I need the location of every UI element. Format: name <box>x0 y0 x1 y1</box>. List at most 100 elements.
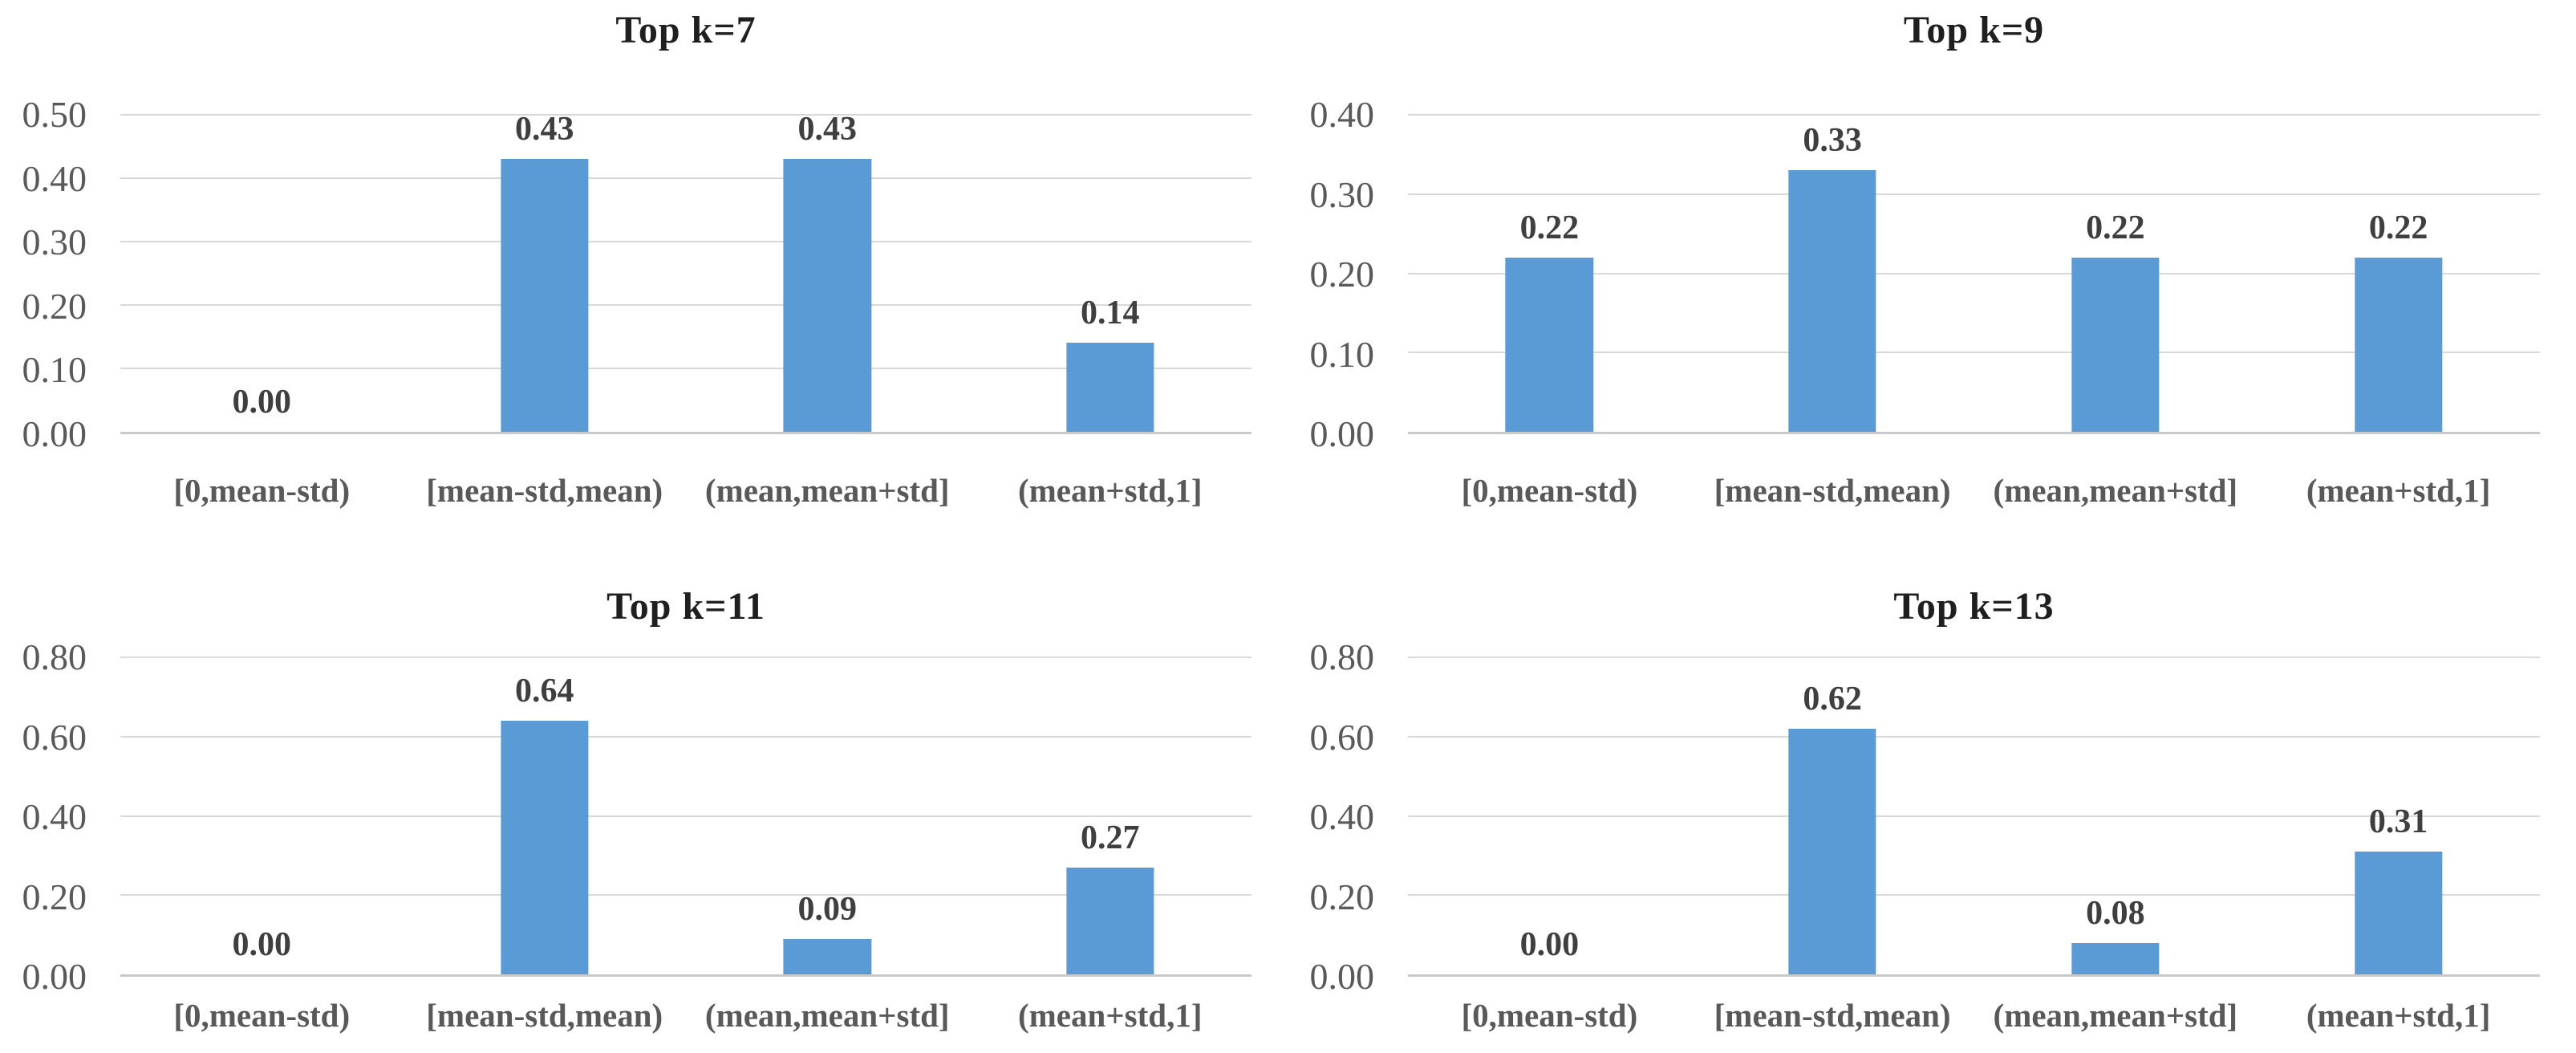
chart-body: 0.00 0.20 0.40 0.60 0.80 0.00 0.64 0.09 0.27 [0,m… <box>0 639 1288 1053</box>
plot-area: 0.00 0.43 0.43 0.14 <box>120 112 1252 434</box>
bar-value-label: 0.43 <box>515 111 574 148</box>
bar-slot: 0.43 <box>686 112 969 432</box>
bar-slot: 0.14 <box>969 115 1252 432</box>
category-label: (mean,mean+std] <box>704 997 950 1034</box>
category-label: [0,mean-std) <box>173 997 351 1034</box>
y-tick-label: 0.30 <box>1309 173 1375 215</box>
bar-chart-top-k-11: Top k=11 0.00 0.20 0.40 0.60 0.80 0.00 0.64 0.09… <box>0 526 1288 1053</box>
chart-title: Top k=9 <box>1903 9 2045 51</box>
bar-slot: 0.00 <box>120 115 404 432</box>
y-tick-label: 0.80 <box>22 636 87 677</box>
y-tick-label: 0.20 <box>22 876 87 917</box>
category-label: (mean+std,1] <box>2306 997 2491 1034</box>
plot-column: 0.00 0.64 0.09 0.27 [0,mean-std) [mean-std,me… <box>120 657 1288 1053</box>
bar-slot: 0.62 <box>1691 657 1974 974</box>
bar <box>501 159 589 432</box>
bar-value-label: 0.00 <box>232 384 292 421</box>
y-tick-label: 0.40 <box>22 796 87 837</box>
chart-title-area: Top k=9 <box>1288 0 2576 115</box>
bar-slot: 0.08 <box>1974 657 2258 974</box>
category-label: [0,mean-std) <box>1461 997 1638 1034</box>
x-axis: [0,mean-std) [mean-std,mean) (mean,mean+st… <box>1408 977 2540 1034</box>
chart-title-area: Top k=11 <box>0 526 1288 657</box>
bar-slot: 0.22 <box>2257 115 2540 432</box>
y-tick-label: 0.40 <box>1309 796 1375 837</box>
y-tick-label: 0.60 <box>1309 716 1375 758</box>
y-axis: 0.00 0.10 0.20 0.30 0.40 0.50 <box>0 96 120 453</box>
y-axis: 0.00 0.20 0.40 0.60 0.80 <box>0 639 120 995</box>
bar <box>1066 343 1154 432</box>
category-label: [mean-std,mean) <box>1714 472 1951 509</box>
bar <box>2071 257 2160 432</box>
bar-chart-top-k-9: Top k=9 0.00 0.10 0.20 0.30 0.40 0.22 0.33 0.22 0… <box>1288 0 2576 526</box>
bar-value-label: 0.22 <box>2368 209 2428 246</box>
chart-body: 0.00 0.10 0.20 0.30 0.40 0.50 0.00 0.43 0.43 0.14… <box>0 96 1288 526</box>
bar-value-label: 0.22 <box>2086 209 2145 246</box>
y-tick-label: 0.20 <box>1309 254 1375 295</box>
bar-value-label: 0.64 <box>515 673 574 709</box>
bar-value-label: 0.00 <box>232 926 292 963</box>
y-tick-label: 0.00 <box>22 413 87 454</box>
bar-slot: 0.31 <box>2257 657 2540 974</box>
plot-area: 0.00 0.62 0.08 0.31 <box>1408 657 2540 977</box>
bar-chart-top-k-13: Top k=13 0.00 0.20 0.40 0.60 0.80 0.00 0.62 0.08… <box>1288 526 2576 1053</box>
y-axis: 0.00 0.20 0.40 0.60 0.80 <box>1288 639 1408 995</box>
chart-title: Top k=13 <box>1893 585 2055 628</box>
bar-value-label: 0.00 <box>1519 926 1580 963</box>
bar-slot: 0.27 <box>969 657 1252 974</box>
plot-column: 0.00 0.43 0.43 0.14 [0,mean-std) [mean-std,me… <box>120 112 1288 526</box>
bar-value-label: 0.31 <box>2368 803 2428 840</box>
bar-slot: 0.09 <box>686 657 969 974</box>
y-tick-label: 0.30 <box>22 222 87 263</box>
y-tick-label: 0.40 <box>22 157 87 199</box>
category-label: (mean+std,1] <box>1018 472 1203 509</box>
chart-title: Top k=11 <box>606 585 765 628</box>
bar <box>2071 942 2160 974</box>
bar <box>2354 851 2443 974</box>
x-axis: [0,mean-std) [mean-std,mean) (mean,mean+st… <box>1408 434 2540 509</box>
bar <box>501 721 589 974</box>
chart-title: Top k=7 <box>615 9 757 51</box>
chart-body: 0.00 0.20 0.40 0.60 0.80 0.00 0.62 0.08 0.31 [0,m… <box>1288 639 2576 1053</box>
bar-value-label: 0.09 <box>797 890 858 928</box>
bar-slot: 0.22 <box>1408 115 1691 432</box>
plot-column: 0.00 0.62 0.08 0.31 [0,mean-std) [mean-std,me… <box>1408 657 2576 1053</box>
bar-slot: 0.43 <box>404 112 687 432</box>
category-label: [0,mean-std) <box>173 472 351 509</box>
category-label: (mean,mean+std] <box>1993 472 2238 509</box>
bar-slot: 0.00 <box>1408 657 1691 974</box>
bar-slot: 0.64 <box>404 657 687 974</box>
bar <box>1788 728 1876 974</box>
bar-value-label: 0.33 <box>1803 122 1862 160</box>
y-tick-label: 0.60 <box>22 716 87 758</box>
y-tick-label: 0.80 <box>1309 636 1375 677</box>
bar <box>2354 257 2443 432</box>
bar <box>1505 257 1594 432</box>
category-label: [0,mean-std) <box>1461 472 1638 509</box>
category-label: [mean-std,mean) <box>426 997 663 1034</box>
y-tick-label: 0.10 <box>22 349 87 391</box>
category-label: (mean,mean+std] <box>704 472 950 509</box>
category-label: (mean,mean+std] <box>1993 997 2238 1034</box>
y-tick-label: 0.20 <box>22 285 87 327</box>
x-axis: [0,mean-std) [mean-std,mean) (mean,mean+st… <box>120 434 1251 509</box>
y-tick-label: 0.40 <box>1309 94 1375 135</box>
bar-value-label: 0.43 <box>797 111 858 148</box>
bar-value-label: 0.14 <box>1081 295 1140 332</box>
y-tick-label: 0.00 <box>22 956 87 997</box>
bar <box>1066 867 1154 974</box>
y-tick-label: 0.20 <box>1309 876 1375 917</box>
y-tick-label: 0.50 <box>22 94 87 135</box>
bar <box>783 938 871 974</box>
y-tick-label: 0.00 <box>1309 956 1375 997</box>
bar-value-label: 0.27 <box>1081 819 1140 856</box>
chart-title-area: Top k=13 <box>1288 526 2576 657</box>
chart-body: 0.00 0.10 0.20 0.30 0.40 0.22 0.33 0.22 0.22 [0,m… <box>1288 96 2576 526</box>
bar-slot: 0.33 <box>1691 115 1974 432</box>
y-tick-label: 0.00 <box>1309 413 1375 454</box>
plot-column: 0.22 0.33 0.22 0.22 [0,mean-std) [mean-std,me… <box>1408 114 2576 526</box>
plot-area: 0.22 0.33 0.22 0.22 <box>1408 114 2540 434</box>
category-label: [mean-std,mean) <box>426 472 663 509</box>
